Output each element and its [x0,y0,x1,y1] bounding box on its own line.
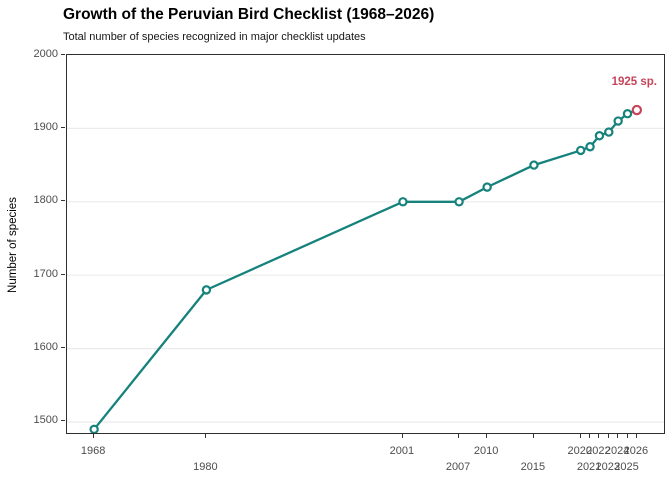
data-point-highlight [631,104,643,116]
y-tick-label: 1900 [33,120,58,133]
x-tick-mark [401,434,403,438]
x-tick-mark [617,434,619,438]
y-tick-label: 1700 [33,267,58,280]
y-tick-mark [61,53,65,55]
x-tick-label: 1968 [80,445,106,457]
x-tick-mark [635,434,637,438]
y-tick-label: 1600 [33,341,58,354]
annotation-label: 1925 sp. [611,76,657,88]
data-point [529,160,539,170]
y-tick-mark [61,200,65,202]
data-point [398,197,408,207]
x-tick-mark [626,434,628,438]
data-point [585,142,595,152]
chart-subtitle: Total number of species recognized in ma… [63,31,366,43]
y-tick-mark [61,347,65,349]
y-tick-label: 1800 [33,194,58,207]
data-point [201,285,212,295]
x-tick-label: 2007 [445,461,471,473]
x-tick-label: 2015 [520,461,546,473]
x-tick-mark [579,434,581,438]
x-tick-mark [532,434,534,438]
data-point [454,197,464,207]
data-point [604,127,614,137]
x-tick-label: 2010 [473,445,499,457]
data-point [613,116,623,126]
plot-svg [67,104,664,433]
data-point [89,424,99,433]
series-line [92,108,639,431]
data-point [594,131,605,141]
x-tick-label: 2021 [576,461,602,473]
x-tick-mark [458,434,460,438]
data-point [622,109,633,119]
x-tick-mark [205,434,207,438]
data-point [576,145,586,156]
y-tick-mark [61,126,65,128]
x-tick-label: 2023 [595,461,621,473]
y-tick-label: 1500 [33,414,58,427]
x-tick-mark [607,434,609,438]
x-tick-label: 2025 [614,461,639,473]
y-tick-label: 2000 [33,47,58,60]
x-tick-label: 2022 [586,445,611,457]
y-tick-mark [61,420,65,422]
x-tick-label: 2026 [623,445,649,457]
data-point [482,182,492,192]
x-tick-label: 2001 [389,445,415,457]
x-tick-mark [93,434,95,438]
x-tick-label: 2020 [567,445,592,457]
x-tick-label: 1980 [193,461,218,473]
x-tick-label: 2024 [604,445,630,457]
x-tick-mark [486,434,488,438]
y-tick-mark [61,273,65,275]
plot-panel: 1925 sp. [66,54,665,434]
chart-title: Growth of the Peruvian Bird Checklist (1… [63,6,435,23]
x-tick-mark [598,434,600,438]
x-tick-mark [589,434,591,438]
